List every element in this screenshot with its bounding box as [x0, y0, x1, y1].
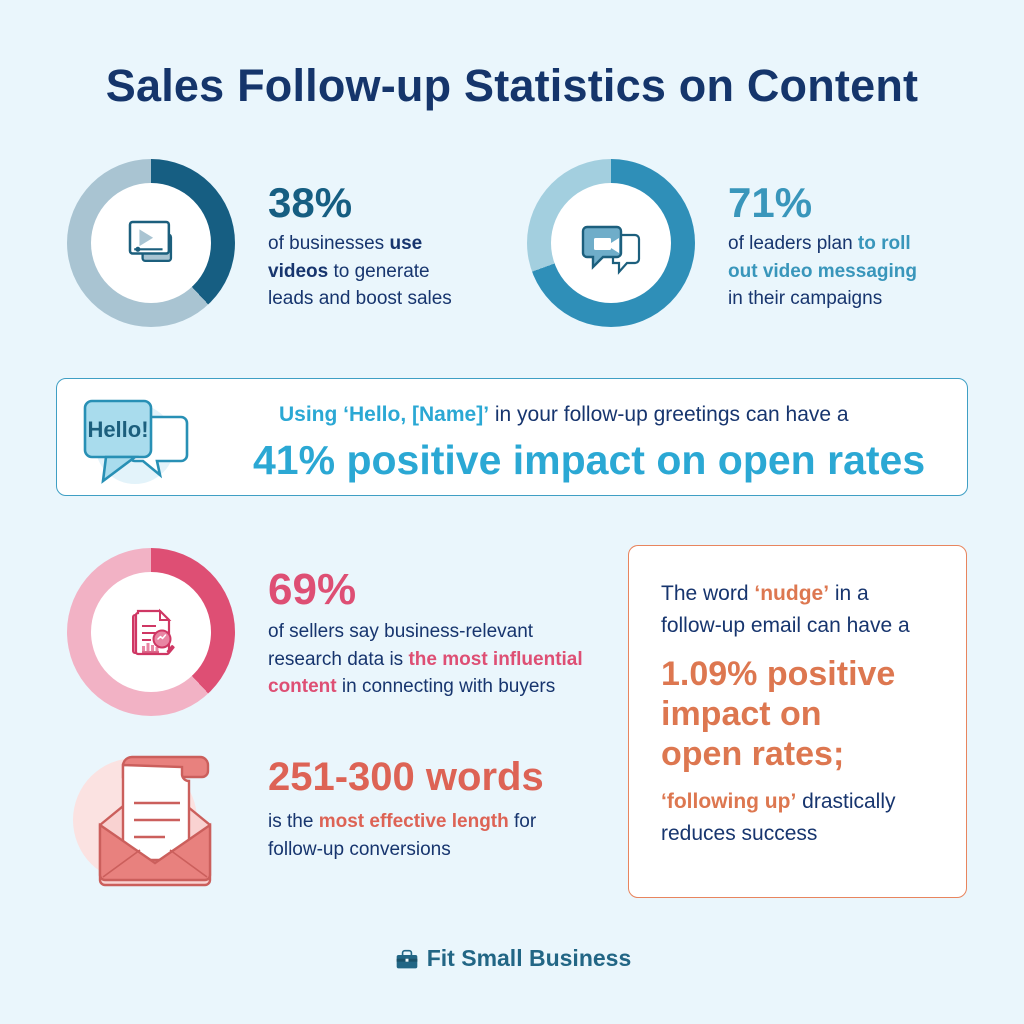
svg-text:Hello!: Hello! — [87, 417, 148, 442]
